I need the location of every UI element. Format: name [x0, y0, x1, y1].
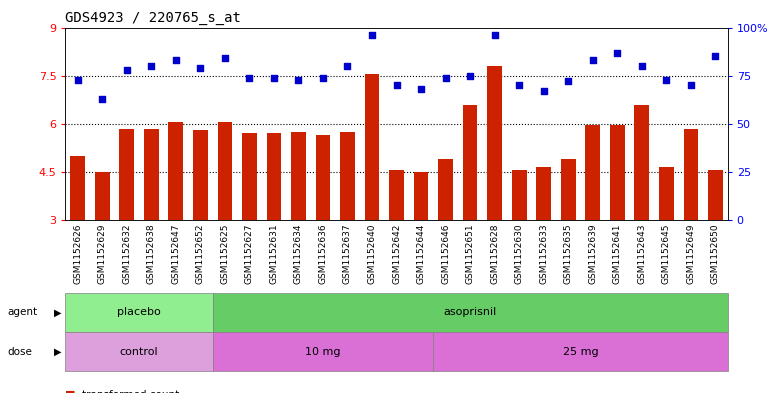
Bar	[708, 170, 723, 220]
Point	[488, 32, 500, 39]
Bar	[463, 105, 477, 220]
Text: GSM1152640: GSM1152640	[367, 224, 377, 284]
Text: GSM1152638: GSM1152638	[147, 224, 156, 285]
Bar	[65, 332, 213, 371]
Text: GSM1152632: GSM1152632	[122, 224, 131, 284]
Text: agent: agent	[8, 307, 38, 318]
Bar	[193, 130, 208, 220]
Bar	[438, 159, 453, 220]
Text: GSM1152652: GSM1152652	[196, 224, 205, 284]
Text: 10 mg: 10 mg	[305, 347, 340, 357]
Bar	[561, 159, 576, 220]
Text: GSM1152651: GSM1152651	[466, 224, 474, 285]
Bar	[217, 122, 233, 220]
Point	[709, 53, 721, 59]
Point	[636, 63, 648, 69]
Text: GDS4923 / 220765_s_at: GDS4923 / 220765_s_at	[65, 11, 241, 25]
Point	[660, 76, 672, 83]
Point	[366, 32, 378, 39]
Point	[96, 95, 109, 102]
Bar	[169, 122, 183, 220]
Point	[121, 67, 133, 73]
Text: GSM1152626: GSM1152626	[73, 224, 82, 284]
Bar	[413, 172, 428, 220]
Point	[440, 74, 452, 81]
Text: GSM1152630: GSM1152630	[514, 224, 524, 285]
Text: GSM1152645: GSM1152645	[662, 224, 671, 284]
Point	[513, 82, 525, 88]
Bar	[119, 129, 134, 220]
Text: GSM1152637: GSM1152637	[343, 224, 352, 285]
Text: ▶: ▶	[54, 347, 62, 357]
Point	[341, 63, 353, 69]
Text: GSM1152650: GSM1152650	[711, 224, 720, 285]
Text: GSM1152625: GSM1152625	[220, 224, 229, 284]
Bar	[266, 133, 281, 220]
Point	[145, 63, 157, 69]
Bar	[70, 156, 85, 220]
Bar	[659, 167, 674, 220]
Bar	[95, 172, 109, 220]
Bar	[213, 293, 728, 332]
Text: GSM1152646: GSM1152646	[441, 224, 450, 284]
Bar	[213, 332, 434, 371]
Text: placebo: placebo	[117, 307, 161, 318]
Text: GSM1152631: GSM1152631	[270, 224, 279, 285]
Text: GSM1152627: GSM1152627	[245, 224, 254, 284]
Bar	[291, 132, 306, 220]
Point	[169, 57, 182, 63]
Bar	[144, 129, 159, 220]
Bar	[340, 132, 355, 220]
Point	[685, 82, 697, 88]
Text: transformed count: transformed count	[82, 390, 179, 393]
Point	[537, 88, 550, 94]
Point	[611, 50, 624, 56]
Text: GSM1152643: GSM1152643	[638, 224, 646, 284]
Text: ■: ■	[65, 390, 76, 393]
Text: 25 mg: 25 mg	[563, 347, 598, 357]
Bar	[684, 129, 698, 220]
Point	[587, 57, 599, 63]
Text: GSM1152629: GSM1152629	[98, 224, 107, 284]
Text: GSM1152644: GSM1152644	[417, 224, 426, 284]
Bar	[512, 170, 527, 220]
Bar	[634, 105, 649, 220]
Text: dose: dose	[8, 347, 32, 357]
Point	[415, 86, 427, 92]
Bar	[610, 125, 624, 220]
Point	[293, 76, 305, 83]
Point	[219, 55, 231, 61]
Text: GSM1152633: GSM1152633	[539, 224, 548, 285]
Bar	[242, 133, 256, 220]
Text: asoprisnil: asoprisnil	[444, 307, 497, 318]
Bar	[365, 74, 380, 220]
Text: GSM1152642: GSM1152642	[392, 224, 401, 284]
Point	[243, 74, 256, 81]
Bar	[65, 293, 213, 332]
Text: control: control	[119, 347, 159, 357]
Bar	[316, 135, 330, 220]
Text: GSM1152649: GSM1152649	[686, 224, 695, 284]
Bar	[434, 332, 728, 371]
Point	[268, 74, 280, 81]
Point	[390, 82, 403, 88]
Text: GSM1152634: GSM1152634	[294, 224, 303, 284]
Bar	[389, 170, 404, 220]
Text: GSM1152647: GSM1152647	[171, 224, 180, 284]
Text: ▶: ▶	[54, 307, 62, 318]
Point	[562, 78, 574, 84]
Point	[72, 76, 84, 83]
Point	[316, 74, 329, 81]
Bar	[585, 125, 600, 220]
Bar	[487, 66, 502, 220]
Text: GSM1152636: GSM1152636	[319, 224, 327, 285]
Text: GSM1152628: GSM1152628	[490, 224, 499, 284]
Point	[194, 65, 206, 71]
Bar	[537, 167, 551, 220]
Point	[464, 72, 477, 79]
Text: GSM1152635: GSM1152635	[564, 224, 573, 285]
Text: GSM1152639: GSM1152639	[588, 224, 598, 285]
Text: GSM1152641: GSM1152641	[613, 224, 622, 284]
